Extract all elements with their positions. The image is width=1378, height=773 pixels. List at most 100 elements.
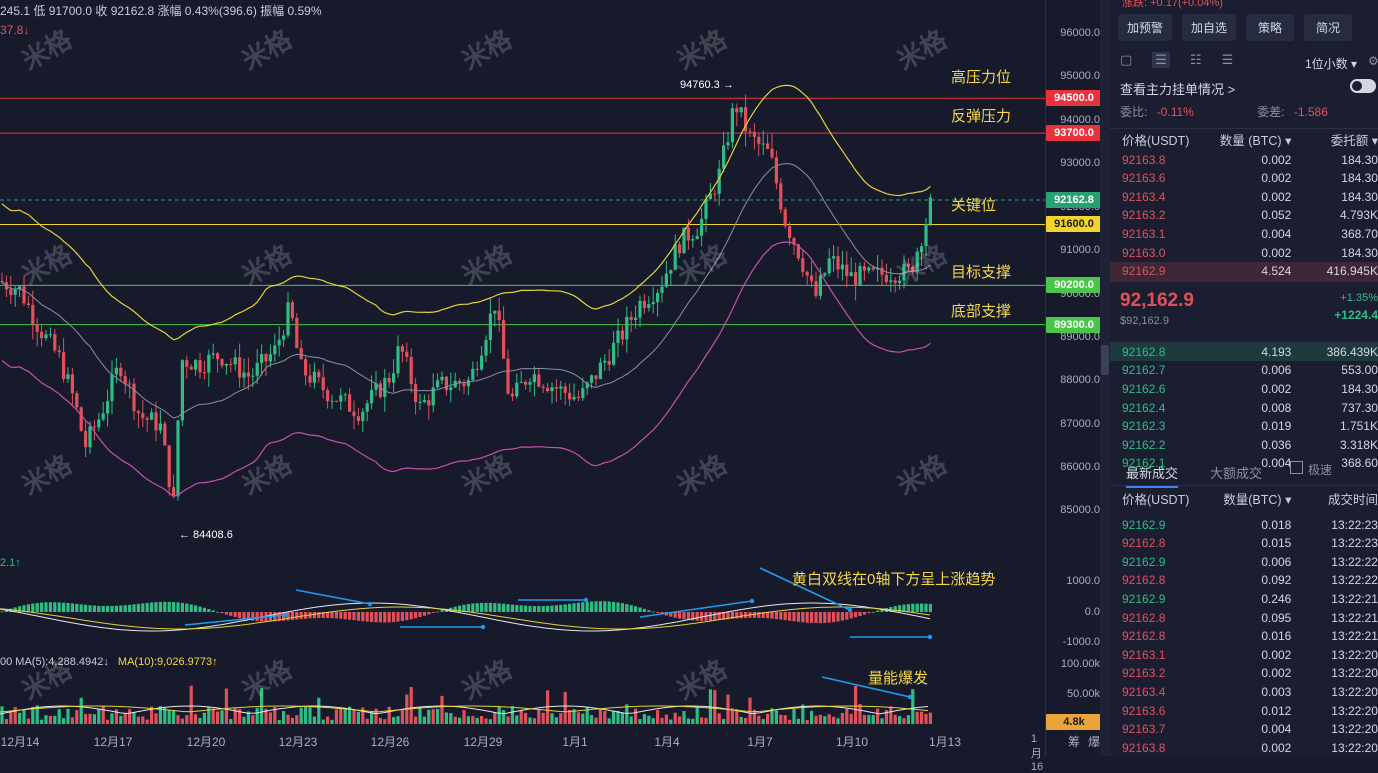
volume-bar bbox=[233, 707, 237, 724]
candle-body bbox=[827, 258, 831, 274]
candle-body bbox=[220, 359, 224, 366]
liquidation-label[interactable]: 爆 bbox=[1088, 735, 1101, 749]
fast-checkbox[interactable] bbox=[1290, 461, 1303, 474]
chips-label[interactable]: 筹 bbox=[1068, 735, 1081, 749]
macd-bar bbox=[233, 612, 237, 618]
ask-row[interactable]: 92163.4 0.002 184.30 bbox=[1110, 188, 1378, 207]
trade-row[interactable]: 92162.9 0.006 13:22:22 bbox=[1110, 553, 1378, 572]
trade-row[interactable]: 92162.9 0.018 13:22:23 bbox=[1110, 516, 1378, 535]
book-sell-icon[interactable]: ☷ bbox=[1189, 52, 1202, 67]
candle-body bbox=[145, 418, 149, 420]
candle-body bbox=[40, 331, 44, 339]
volume-bar bbox=[757, 715, 761, 724]
volume-bar bbox=[471, 716, 475, 724]
volume-bar bbox=[651, 718, 655, 724]
bid-row[interactable]: 92162.4 0.008 737.30 bbox=[1110, 399, 1378, 418]
trade-row[interactable]: 92163.2 0.002 13:22:20 bbox=[1110, 664, 1378, 683]
ask-row[interactable]: 92163.1 0.004 368.70 bbox=[1110, 225, 1378, 244]
macd-bar bbox=[378, 612, 382, 623]
panel-divider[interactable] bbox=[1100, 0, 1110, 756]
trade-row[interactable]: 92163.6 0.012 13:22:20 bbox=[1110, 702, 1378, 721]
trade-row[interactable]: 92162.8 0.016 13:22:21 bbox=[1110, 627, 1378, 646]
bid-row[interactable]: 92162.2 0.036 3.318K bbox=[1110, 436, 1378, 455]
decimal-select[interactable]: 1位小数 ▾ bbox=[1305, 55, 1357, 72]
ask-row[interactable]: 92163.2 0.052 4.793K bbox=[1110, 206, 1378, 225]
volume-bar bbox=[783, 715, 787, 724]
macd-bar bbox=[827, 612, 831, 623]
macd-bar bbox=[686, 612, 690, 620]
book-list-icon[interactable]: ☰ bbox=[1221, 52, 1234, 67]
candle-body bbox=[400, 346, 404, 352]
ask-row[interactable]: 92162.9 4.524 416.945K bbox=[1110, 262, 1378, 281]
trade-row[interactable]: 92162.8 0.015 13:22:23 bbox=[1110, 534, 1378, 553]
ask-row[interactable]: 92163.8 0.002 184.30 bbox=[1110, 151, 1378, 170]
volume-ma10-label: MA(10):9,026.9773↑ bbox=[117, 656, 218, 668]
trade-row[interactable]: 92163.1 0.002 13:22:20 bbox=[1110, 646, 1378, 665]
settings-icon[interactable]: ⚙ bbox=[1368, 54, 1378, 68]
candle-body bbox=[920, 246, 924, 252]
volume-bar bbox=[334, 709, 338, 724]
bid-row[interactable]: 92162.6 0.002 184.30 bbox=[1110, 380, 1378, 399]
trade-row-qty: 0.246 bbox=[1261, 591, 1292, 606]
trade-row[interactable]: 92163.4 0.003 13:22:20 bbox=[1110, 683, 1378, 702]
book-header-qty[interactable]: 数量 (BTC) ▾ bbox=[1219, 134, 1292, 148]
macd-bar bbox=[814, 612, 818, 624]
volume-tick: 50.00k bbox=[1066, 688, 1100, 700]
main-orders-toggle[interactable] bbox=[1350, 79, 1376, 93]
volume-bar bbox=[506, 716, 510, 724]
add-favorite-button[interactable]: 加自选 bbox=[1182, 14, 1237, 41]
macd-bar bbox=[471, 603, 475, 612]
bid-row[interactable]: 92162.7 0.006 553.00 bbox=[1110, 361, 1378, 380]
price-tick: 96000.0 bbox=[1060, 27, 1100, 39]
ask-row-price: 92163.0 bbox=[1122, 245, 1166, 260]
tab-latest-trades[interactable]: 最新成交 bbox=[1126, 463, 1179, 488]
trade-row[interactable]: 92162.8 0.092 13:22:22 bbox=[1110, 571, 1378, 590]
macd-bar bbox=[928, 603, 932, 612]
trade-row[interactable]: 92162.9 0.246 13:22:21 bbox=[1110, 590, 1378, 609]
macd-bar bbox=[220, 612, 224, 614]
volume-bar bbox=[730, 708, 734, 724]
trade-header-qty[interactable]: 数量(BTC) ▾ bbox=[1223, 493, 1292, 507]
macd-bar bbox=[700, 612, 704, 621]
candlestick-chart[interactable] bbox=[0, 0, 1045, 756]
candle-body bbox=[44, 334, 48, 339]
price-axis[interactable]: 96000.0 95000.0 94000.0 93000.0 92000.0 … bbox=[1045, 0, 1106, 756]
add-alert-button[interactable]: 加预警 bbox=[1118, 14, 1173, 41]
tab-large-trades[interactable]: 大额成交 bbox=[1210, 466, 1263, 481]
main-orders-link[interactable]: 查看主力挂单情况 > bbox=[1120, 82, 1236, 97]
trade-row-amount: 13:22:20 bbox=[1331, 703, 1378, 718]
volume-bar bbox=[185, 715, 189, 724]
collapse-handle[interactable] bbox=[1101, 345, 1109, 375]
candle-body bbox=[466, 379, 470, 387]
ask-row[interactable]: 92163.0 0.002 184.30 bbox=[1110, 244, 1378, 263]
macd-bar bbox=[356, 612, 360, 621]
strategy-button[interactable]: 策略 bbox=[1246, 14, 1295, 41]
ask-row[interactable]: 92163.6 0.002 184.30 bbox=[1110, 169, 1378, 188]
book-header-amount[interactable]: 委托额 ▾ bbox=[1330, 134, 1378, 148]
volume-bar bbox=[106, 719, 110, 724]
trade-row[interactable]: 92163.7 0.004 13:22:20 bbox=[1110, 720, 1378, 739]
trend-arrow bbox=[759, 567, 851, 611]
volume-bar bbox=[312, 716, 316, 724]
volume-bar bbox=[348, 706, 352, 724]
candle-body bbox=[700, 218, 704, 236]
trade-row[interactable]: 92162.8 0.095 13:22:21 bbox=[1110, 609, 1378, 628]
candle-body bbox=[75, 393, 79, 408]
bid-row[interactable]: 92162.1 0.004 368.60 bbox=[1110, 454, 1378, 473]
candle-body bbox=[101, 413, 105, 420]
weicha-value: -1.586 bbox=[1293, 105, 1328, 119]
bid-row[interactable]: 92162.3 0.019 1.751K bbox=[1110, 417, 1378, 436]
book-both-icon[interactable]: ▢ bbox=[1120, 52, 1133, 67]
candle-body bbox=[387, 377, 391, 383]
overview-button[interactable]: 简况 bbox=[1304, 14, 1353, 41]
volume-bar bbox=[444, 712, 448, 724]
bid-row[interactable]: 92162.8 4.193 386.439K bbox=[1110, 342, 1378, 362]
candle-body bbox=[57, 350, 61, 353]
ask-row-amount: 184.30 bbox=[1341, 189, 1378, 204]
trade-row[interactable]: 92163.8 0.002 13:22:20 bbox=[1110, 739, 1378, 756]
book-buy-icon[interactable]: ☰ bbox=[1152, 52, 1170, 68]
candle-body bbox=[893, 280, 897, 284]
trade-row-qty: 0.015 bbox=[1261, 536, 1292, 551]
candle-body bbox=[26, 303, 30, 305]
